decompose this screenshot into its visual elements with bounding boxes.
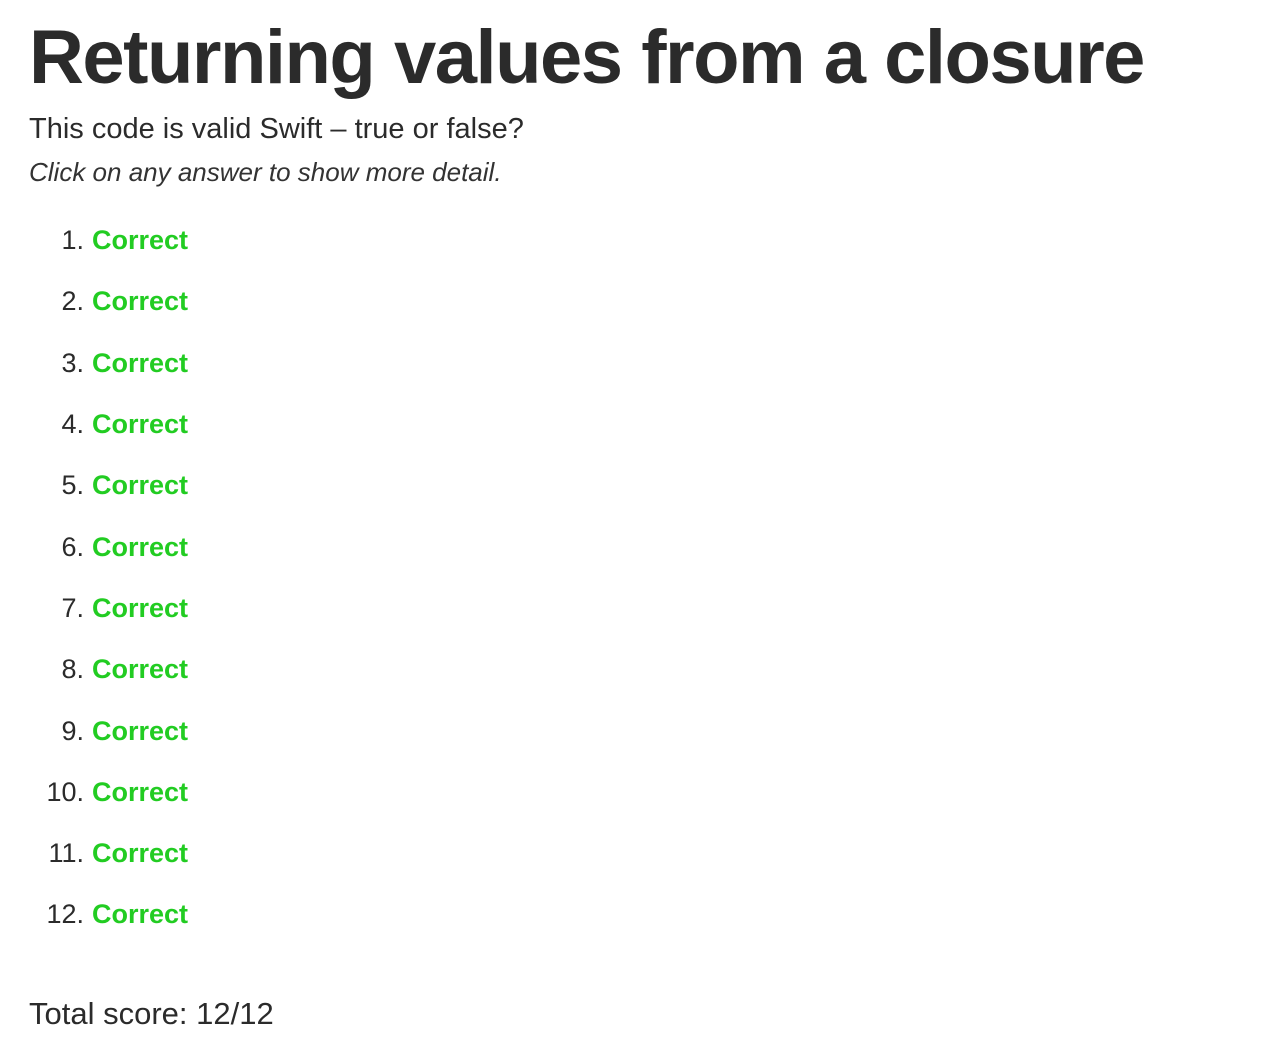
answer-result-link[interactable]: Correct [92,470,189,501]
answer-result-link[interactable]: Correct [92,225,189,256]
answer-number: 4. [61,409,84,440]
answer-item-9: 9. Correct [29,700,1280,761]
answer-item-4: 4. Correct [29,394,1280,455]
answer-item-2: 2. Correct [29,271,1280,332]
answer-item-5: 5. Correct [29,455,1280,516]
answer-item-6: 6. Correct [29,516,1280,577]
answer-number: 7. [61,592,84,623]
answer-item-11: 11. Correct [29,823,1280,884]
answer-result-link[interactable]: Correct [92,776,189,807]
answer-result-link[interactable]: Correct [92,409,189,440]
answer-item-8: 8. Correct [29,639,1280,700]
answer-number: 8. [61,654,84,685]
answer-item-12: 12. Correct [29,884,1280,945]
total-score: Total score: 12/12 [29,995,274,1031]
answer-number: 11. [48,838,84,869]
page-title: Returning values from a closure [29,15,1145,100]
answer-item-10: 10. Correct [29,762,1280,823]
answer-result-link[interactable]: Correct [92,347,189,378]
question-text: This code is valid Swift – true or false… [29,113,524,145]
answer-number: 2. [61,286,84,317]
answer-number: 5. [61,470,84,501]
answer-result-link[interactable]: Correct [92,715,189,746]
answer-result-link[interactable]: Correct [92,531,189,562]
answer-result-link[interactable]: Correct [92,899,189,930]
answer-result-link[interactable]: Correct [92,592,189,623]
answer-number: 12. [46,899,84,930]
answer-list: 1. Correct 2. Correct 3. Correct 4. Corr… [29,210,1280,946]
answer-item-3: 3. Correct [29,333,1280,394]
answer-number: 1. [61,225,84,256]
answer-result-link[interactable]: Correct [92,286,189,317]
answer-item-7: 7. Correct [29,578,1280,639]
answer-number: 10. [46,776,84,807]
answer-number: 6. [61,531,84,562]
answer-number: 3. [61,347,84,378]
answer-number: 9. [61,715,84,746]
hint-text: Click on any answer to show more detail. [29,157,502,187]
answer-item-1: 1. Correct [29,210,1280,271]
answer-result-link[interactable]: Correct [92,654,189,685]
answer-result-link[interactable]: Correct [92,838,189,869]
